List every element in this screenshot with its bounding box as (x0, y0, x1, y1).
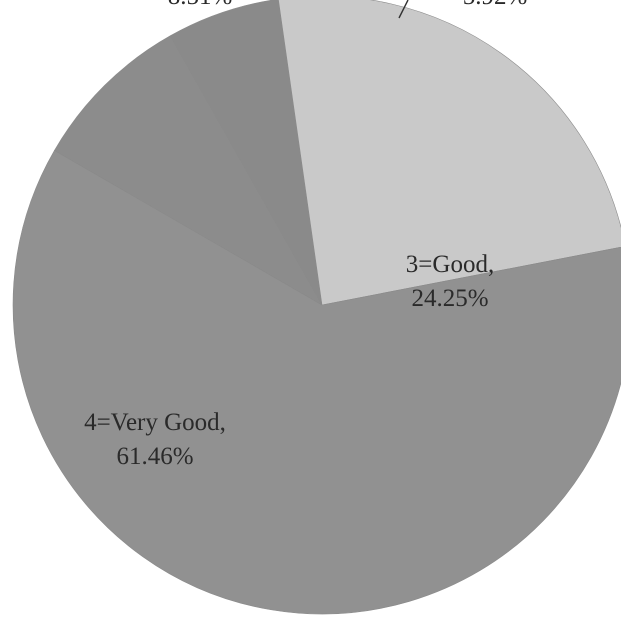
slice-value-label-4: 61.46% (116, 443, 193, 470)
slice-value-label-3: 24.25% (411, 285, 488, 312)
slice-category-label-4: 4=Very Good, (84, 409, 226, 436)
slice-value-label-1: 8.51% (168, 0, 233, 10)
pie-slice-1 (53, 35, 323, 306)
pie-slice-4 (12, 150, 621, 615)
slice-value-label-2: 5.92% (463, 0, 528, 10)
pie-slice-3 (278, 0, 621, 306)
label-leader-line (398, 0, 409, 19)
pie-slice-2 (169, 0, 323, 306)
slice-category-label-3: 3=Good, (406, 251, 494, 278)
